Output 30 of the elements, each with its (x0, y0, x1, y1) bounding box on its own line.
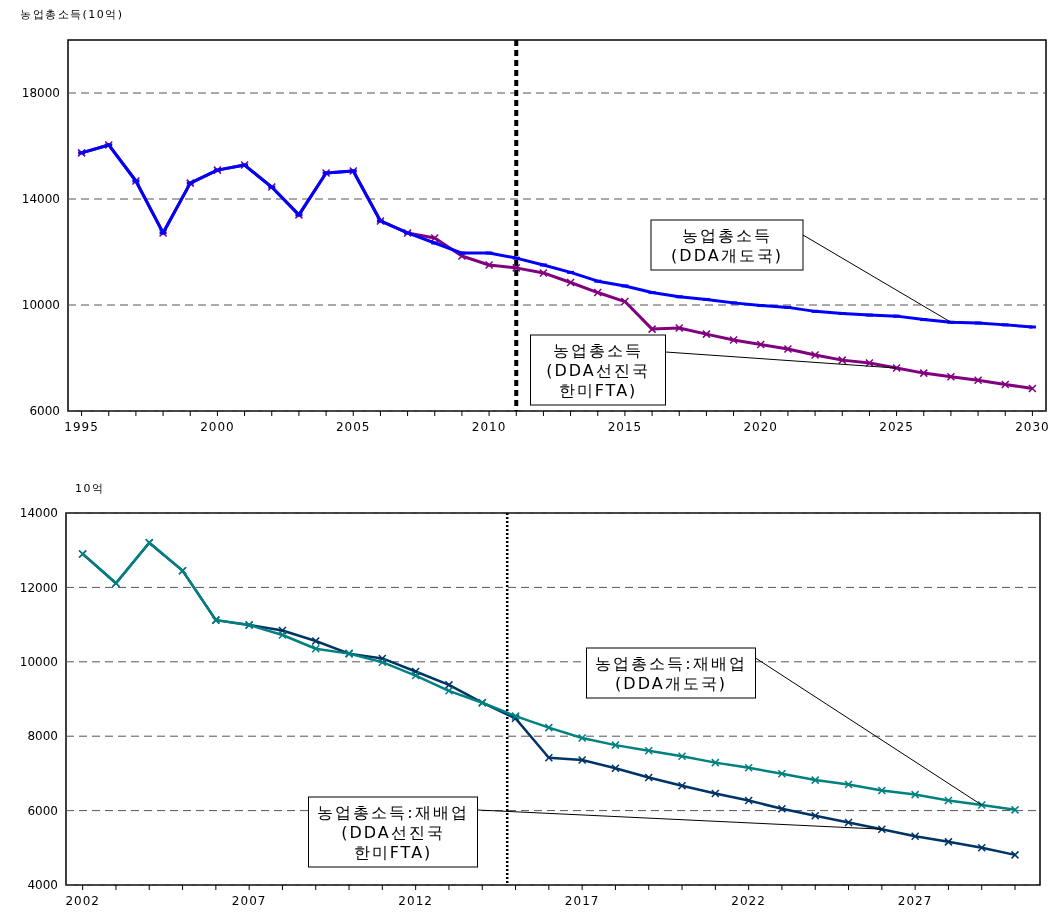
y-tick-label: 18000 (21, 86, 60, 101)
annotation: 농업총소득:재배업 (DDA선진국 한미FTA) (317, 803, 469, 862)
x-tick-label: 2017 (564, 894, 600, 908)
x-tick-label: 2030 (1015, 420, 1050, 434)
x-tick-label: 2025 (879, 420, 914, 434)
x-tick-label: 2022 (731, 894, 766, 908)
y-tick-label: 6000 (29, 404, 60, 419)
x-tick-label: 2027 (897, 894, 933, 908)
y-tick-label: 14000 (19, 506, 58, 521)
y-tick-label: 4000 (27, 878, 58, 893)
y-tick-label: 12000 (19, 580, 58, 595)
x-tick-label: 2012 (398, 894, 433, 908)
annotation: 농업총소득 (DDA선진국 한미FTA) (546, 341, 650, 400)
x-tick-label: 1995 (64, 420, 99, 434)
x-tick-label: 2007 (231, 894, 267, 908)
y-tick-label: 10000 (19, 655, 58, 669)
y-tick-label: 10000 (21, 298, 60, 313)
annotation: 농업총소득:재배업 (DDA개도국) (595, 654, 747, 693)
x-tick-label: 2015 (607, 420, 643, 434)
y-tick-label: 6000 (27, 803, 58, 818)
x-tick-label: 2002 (65, 894, 100, 908)
y-axis-title: 10억 (75, 482, 105, 495)
y-tick-label: 14000 (21, 192, 60, 207)
x-tick-label: 2020 (743, 420, 779, 434)
y-axis-title: 농업총소득(10억) (20, 8, 124, 21)
y-tick-label: 8000 (27, 729, 58, 744)
x-tick-label: 2000 (200, 420, 235, 434)
x-tick-label: 2010 (471, 420, 507, 434)
x-tick-label: 2005 (335, 420, 371, 434)
annotation: 농업총소득 (DDA개도국) (671, 226, 783, 265)
